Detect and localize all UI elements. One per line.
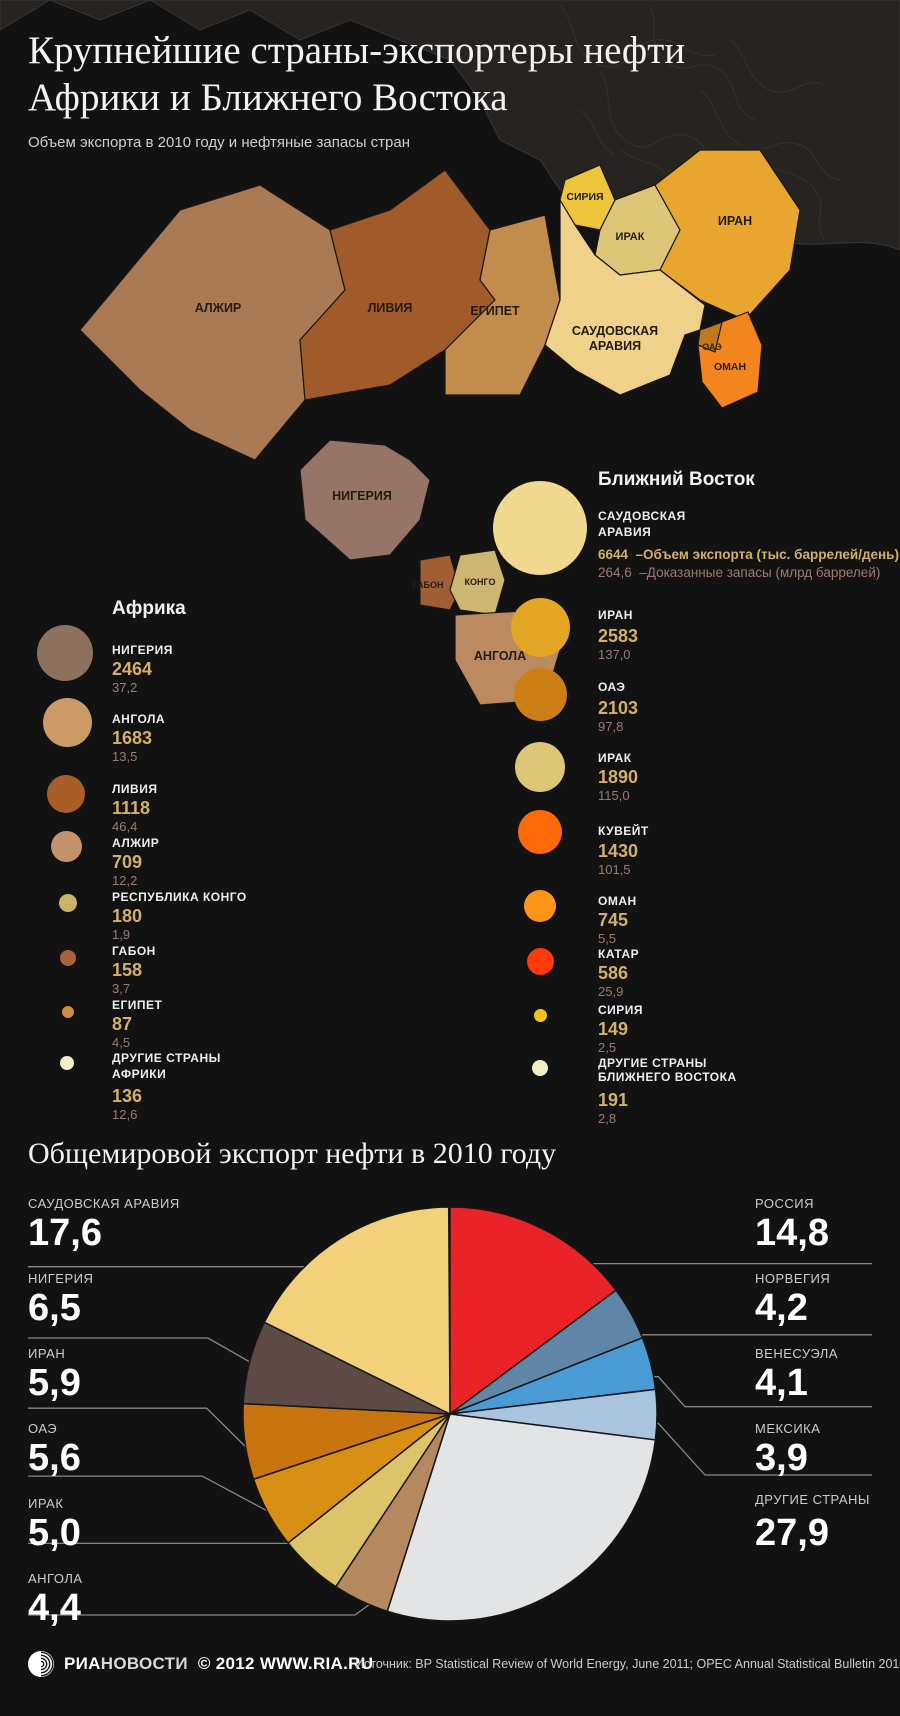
- svg-text:САУДОВСКАЯ: САУДОВСКАЯ: [572, 324, 658, 338]
- svg-text:СИРИЯ: СИРИЯ: [566, 191, 603, 203]
- svg-text:ГАБОН: ГАБОН: [412, 580, 443, 590]
- svg-text:КОНГО: КОНГО: [465, 577, 496, 587]
- svg-text:ИРАК: ИРАК: [616, 231, 645, 243]
- svg-text:ЛИВИЯ: ЛИВИЯ: [368, 301, 413, 315]
- svg-text:АРАВИЯ: АРАВИЯ: [589, 339, 641, 353]
- svg-text:АНГОЛА: АНГОЛА: [474, 649, 526, 663]
- svg-text:ИРАН: ИРАН: [718, 214, 752, 228]
- svg-text:НИГЕРИЯ: НИГЕРИЯ: [332, 489, 392, 503]
- svg-text:ОАЭ: ОАЭ: [702, 342, 722, 352]
- svg-text:АЛЖИР: АЛЖИР: [195, 301, 242, 315]
- svg-text:ЕГИПЕТ: ЕГИПЕТ: [470, 304, 520, 318]
- svg-text:ОМАН: ОМАН: [714, 361, 746, 373]
